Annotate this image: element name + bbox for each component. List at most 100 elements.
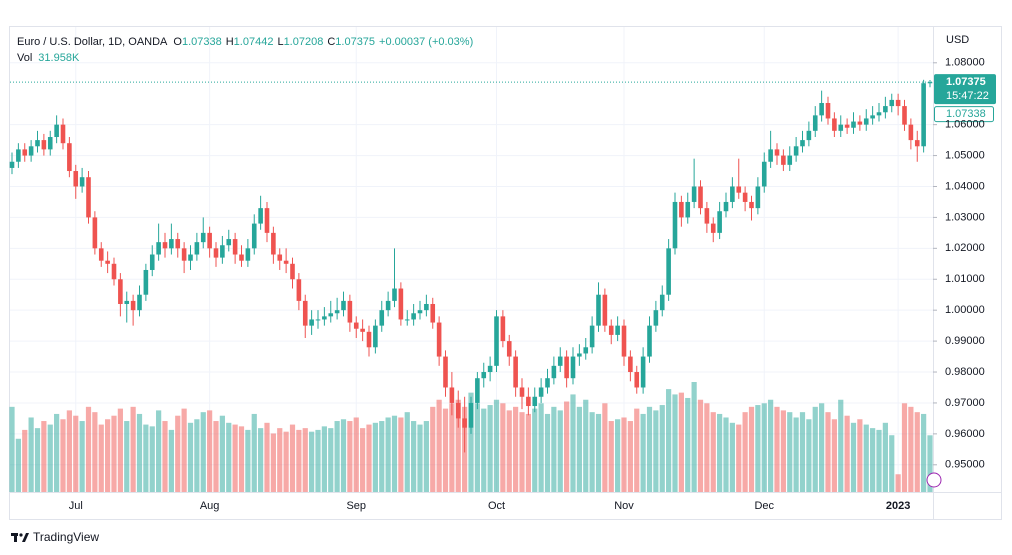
overlays (10, 74, 996, 123)
candle-body (659, 294, 665, 311)
volume-bar (819, 403, 825, 492)
y-tick-label: 0.96000 (945, 428, 985, 440)
candle-body (851, 121, 856, 128)
volume-bar (270, 433, 276, 492)
volume-bar (889, 435, 895, 492)
volume-bar (302, 428, 308, 492)
x-tick-label: 2023 (886, 500, 910, 512)
y-tick-label: 0.97000 (945, 397, 985, 409)
volume-bar (736, 424, 742, 492)
candle-body (283, 260, 289, 264)
open-price-box (934, 106, 994, 123)
volume-bar (353, 417, 359, 492)
ohlc-label: C (327, 36, 335, 48)
candle-body (16, 149, 21, 162)
volume-bar (442, 408, 449, 492)
x-tick-label: Dec (754, 500, 774, 512)
candle-body (691, 186, 697, 202)
volume-bar (870, 428, 876, 492)
candle-body (41, 140, 47, 150)
candle-body (475, 378, 480, 403)
candle-body (577, 353, 582, 357)
volume-bar (232, 424, 238, 492)
candle-body (188, 254, 193, 261)
volume-bar (34, 428, 41, 492)
change: +0.00037 (+0.03%) (379, 36, 473, 48)
candle-body (379, 310, 385, 326)
volume-bar (583, 399, 589, 492)
candle-body (169, 239, 174, 249)
candle-body (239, 254, 244, 261)
candle-body (341, 300, 346, 311)
volume-bar (672, 394, 678, 492)
candle-body (545, 378, 550, 388)
volume-bar (659, 405, 665, 492)
volume-bar (309, 431, 315, 492)
candle-body (175, 239, 181, 249)
volume-bar (882, 422, 888, 492)
volume-bar (200, 412, 206, 492)
candle-body (902, 106, 907, 125)
logo (11, 533, 29, 542)
volume-bar (544, 413, 551, 492)
volume-bar (678, 392, 684, 492)
candle-body (602, 294, 608, 326)
volume-bar (143, 424, 149, 492)
candle-body (430, 303, 436, 323)
volume-bar (532, 408, 538, 492)
volume-bar (162, 421, 168, 492)
candle-body (666, 248, 671, 295)
candle-body (895, 99, 901, 107)
candle-body (506, 341, 512, 357)
volume-bar (595, 413, 602, 492)
candle-body (86, 177, 91, 218)
volume-bar (379, 421, 385, 492)
candle-body (398, 288, 404, 320)
volume-bar (513, 406, 519, 492)
volume-bar (634, 408, 640, 492)
volume-bar (194, 419, 200, 492)
volume-bar (564, 401, 570, 492)
x-tick-label: Jul (69, 500, 83, 512)
volume-bar (283, 431, 289, 492)
ohlc-value: 1.07338 (182, 36, 222, 48)
candle-body (519, 387, 525, 397)
volume-bar (391, 415, 398, 492)
volume-bar (468, 392, 474, 492)
candle-body (914, 140, 920, 147)
volume-bar (404, 412, 410, 492)
volume-bar (398, 417, 404, 492)
volume-bar (9, 406, 15, 492)
volume-bar (372, 422, 378, 492)
volume-bar (519, 412, 525, 492)
ohlc-label: O (173, 36, 182, 48)
volume-bar (608, 421, 614, 492)
volume-bar (238, 426, 245, 492)
volume-bar (831, 419, 837, 492)
volume-bar (73, 415, 79, 492)
event-icon[interactable] (926, 472, 942, 488)
volume-bar (207, 410, 213, 492)
candle-body (213, 248, 219, 258)
candle-body (768, 149, 773, 162)
volume-bar (551, 406, 557, 492)
brand: TradingView (33, 530, 99, 544)
candle-body (921, 83, 926, 147)
volume-bar (500, 403, 506, 492)
volume-bar (806, 419, 812, 492)
candle-body (443, 356, 448, 388)
volume-bar (22, 429, 28, 492)
candle-body (220, 245, 225, 258)
candle-body (130, 300, 136, 311)
candle-body (621, 325, 627, 357)
candle-body (232, 239, 238, 255)
y-tick-label: 1.00000 (945, 304, 985, 316)
candle-body (774, 149, 780, 156)
volume-bar (315, 429, 321, 492)
candle-body (245, 248, 251, 261)
volume-bar (774, 406, 780, 492)
y-tick-label: 1.03000 (945, 211, 985, 223)
volume-bar (474, 403, 480, 492)
candle-body (322, 316, 327, 320)
volume-bar (60, 419, 66, 492)
